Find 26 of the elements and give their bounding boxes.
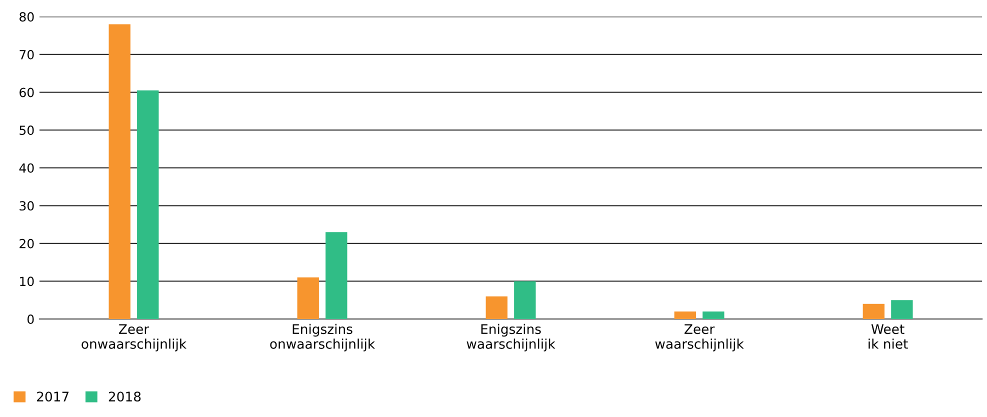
bar xyxy=(702,311,724,320)
legend-label: 2017 xyxy=(37,392,69,402)
y-tick-label: 40 xyxy=(19,163,34,173)
y-tick-label: 20 xyxy=(20,238,34,248)
bar xyxy=(514,281,536,320)
y-tick-label: 80 xyxy=(20,12,34,22)
x-tick-label: Weet ik niet xyxy=(868,324,908,349)
bar xyxy=(297,277,319,320)
y-tick-label: 60 xyxy=(20,88,34,98)
legend-label: 2018 xyxy=(108,392,141,402)
x-tick-label: Zeer waarschijnlijk xyxy=(655,324,744,352)
bar xyxy=(486,296,508,320)
bar xyxy=(891,300,913,320)
y-tick-label: 0 xyxy=(27,314,34,324)
bar xyxy=(862,304,885,320)
x-tick-label: Enigszins onwaarschijnlijk xyxy=(270,324,376,352)
bar xyxy=(108,24,130,320)
y-tick-label: 30 xyxy=(20,201,34,211)
bar xyxy=(326,232,348,320)
y-tick-label: 70 xyxy=(20,50,34,60)
bar xyxy=(674,311,696,320)
x-tick-label: Enigszins waarschijnlijk xyxy=(466,324,556,352)
bar xyxy=(137,90,159,320)
x-tick-label: Zeer onwaarschijnlijk xyxy=(82,324,187,352)
y-tick-label: 10 xyxy=(20,276,34,286)
y-tick-label: 50 xyxy=(20,126,34,135)
